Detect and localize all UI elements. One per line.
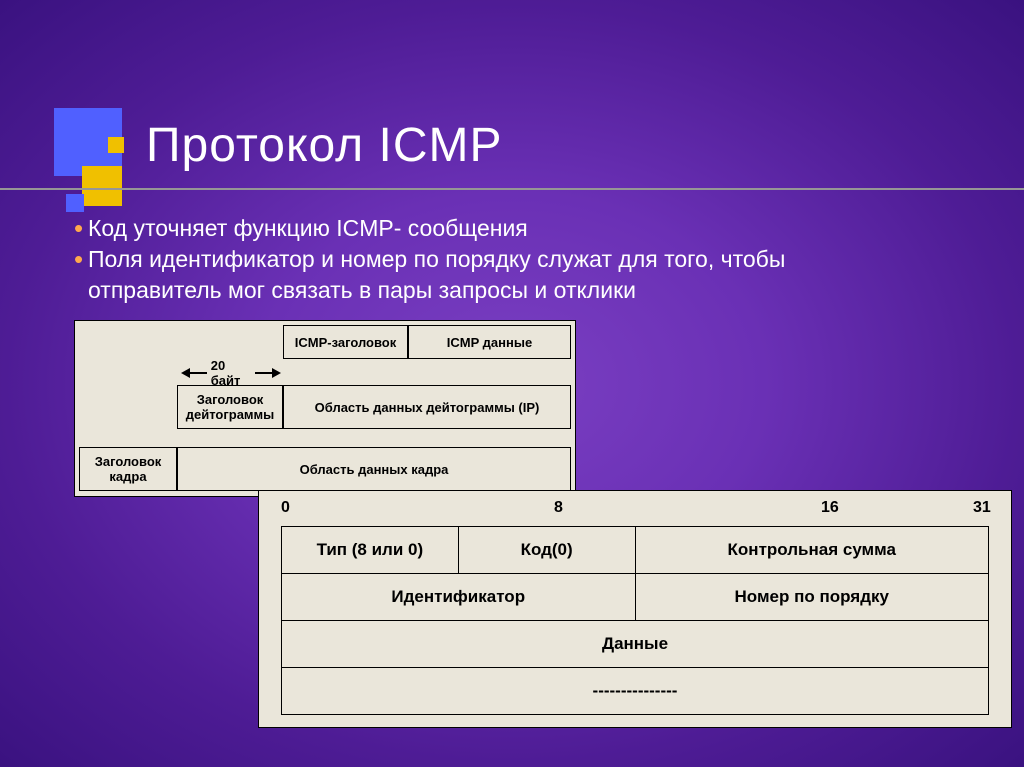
dg1-cell-icmp-header: ICMP-заголовок	[283, 325, 408, 359]
dg2-table: Тип (8 или 0) Код(0) Контрольная сумма И…	[281, 526, 989, 715]
dg2-cell-cont: ---------------	[282, 668, 989, 715]
dg1-size-arrow: 20 байт	[183, 361, 279, 385]
page-title: Протокол ICMP	[146, 118, 503, 173]
table-row: Идентификатор Номер по порядку	[282, 574, 989, 621]
dg2-cell-type: Тип (8 или 0)	[282, 527, 459, 574]
encapsulation-diagram: ICMP-заголовок ICMP данные 20 байт Загол…	[74, 320, 576, 497]
icmp-fields-diagram: 0 8 16 31 Тип (8 или 0) Код(0) Контрольн…	[258, 490, 1012, 728]
dg1-cell-dgram-header: Заголовок дейтограммы	[177, 385, 283, 429]
table-row: Тип (8 или 0) Код(0) Контрольная сумма	[282, 527, 989, 574]
dg2-cell-id: Идентификатор	[282, 574, 636, 621]
deco-square-blue-small	[66, 194, 84, 212]
table-row: ---------------	[282, 668, 989, 715]
bullet-item: • Поля идентификатор и номер по порядку …	[74, 244, 894, 306]
dg2-bit-offset: 0	[281, 499, 290, 517]
dg2-cell-data: Данные	[282, 621, 989, 668]
dg2-bit-offset: 31	[973, 499, 991, 517]
dg2-cell-code: Код(0)	[458, 527, 635, 574]
dg2-cell-seq: Номер по порядку	[635, 574, 989, 621]
dg1-cell-frame-data: Область данных кадра	[177, 447, 571, 491]
bullet-block: • Код уточняет функцию ICMP- сообщения •…	[74, 213, 894, 306]
dg2-bit-offset: 16	[821, 499, 839, 517]
deco-square-yellow-small	[108, 137, 124, 153]
deco-square-yellow-med	[82, 166, 122, 206]
dg1-cell-dgram-data: Область данных дейтограммы (IP)	[283, 385, 571, 429]
dg2-cell-checksum: Контрольная сумма	[635, 527, 989, 574]
bullet-dot-icon: •	[74, 213, 83, 244]
bullet-dot-icon: •	[74, 244, 83, 275]
dg1-cell-icmp-data: ICMP данные	[408, 325, 571, 359]
table-row: Данные	[282, 621, 989, 668]
bullet-text: Код уточняет функцию ICMP- сообщения	[88, 215, 528, 241]
dg2-bit-offset: 8	[554, 499, 563, 517]
dg1-size-label: 20 байт	[211, 358, 251, 388]
title-underline	[0, 188, 1024, 190]
bullet-item: • Код уточняет функцию ICMP- сообщения	[74, 213, 894, 244]
bullet-text: Поля идентификатор и номер по порядку сл…	[88, 246, 785, 303]
dg1-cell-frame-header: Заголовок кадра	[79, 447, 177, 491]
slide: Протокол ICMP • Код уточняет функцию ICM…	[0, 0, 1024, 767]
